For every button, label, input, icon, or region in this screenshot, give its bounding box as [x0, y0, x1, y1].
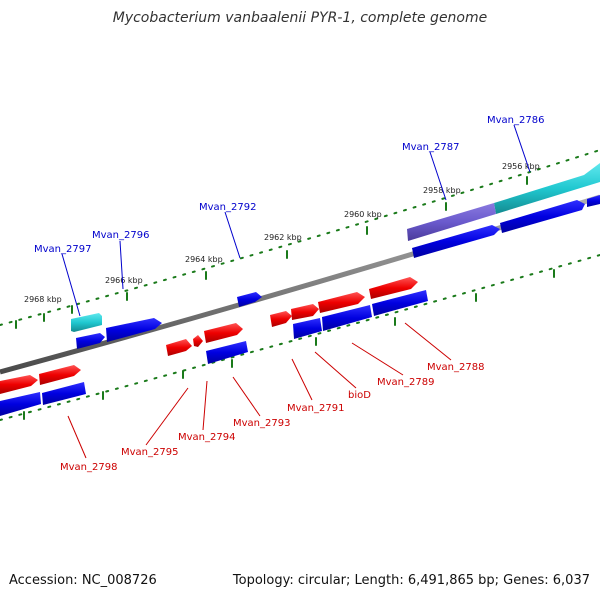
reverse-gene[interactable]: [412, 225, 500, 258]
leader-line: [224, 211, 241, 259]
reverse-gene[interactable]: [106, 318, 162, 342]
outer-scale-ring: [0, 149, 600, 329]
reverse-gene[interactable]: [237, 292, 262, 307]
gene-label[interactable]: Mvan_2787: [402, 142, 459, 153]
gene-label[interactable]: Mvan_2795: [121, 447, 178, 458]
inner-gene[interactable]: [372, 290, 428, 316]
gene-label[interactable]: Mvan_2789: [377, 377, 434, 388]
leader-line: [314, 351, 357, 389]
scale-label: 2956 kbp: [502, 162, 540, 171]
forward-gene[interactable]: [270, 311, 292, 327]
forward-gene[interactable]: [193, 335, 203, 347]
forward-gene[interactable]: [318, 292, 365, 313]
gene-Mvan_2797[interactable]: [71, 313, 102, 332]
gene-label[interactable]: Mvan_2798: [60, 462, 117, 473]
forward-gene[interactable]: [369, 277, 418, 299]
scale-label: 2968 kbp: [24, 295, 62, 304]
scale-label: 2964 kbp: [185, 255, 223, 264]
gene-label[interactable]: Mvan_2793: [233, 418, 290, 429]
gene-label[interactable]: Mvan_2786: [487, 115, 544, 126]
forward-gene[interactable]: [39, 365, 81, 385]
scale-label: 2966 kbp: [105, 276, 143, 285]
gene-label[interactable]: Mvan_2792: [199, 202, 256, 213]
inner-gene[interactable]: [42, 382, 86, 405]
forward-gene[interactable]: [0, 375, 38, 394]
forward-gene[interactable]: [291, 304, 319, 320]
inner-blue-gene-track: [0, 290, 428, 416]
inner-gene[interactable]: [206, 341, 248, 364]
leader-line: [291, 358, 313, 401]
inner-scale-dots: [0, 254, 600, 421]
gene-label[interactable]: Mvan_2794: [178, 432, 235, 443]
forward-gene[interactable]: [204, 323, 243, 343]
leader-line: [119, 240, 124, 290]
reverse-gene[interactable]: [587, 195, 600, 207]
gene-label[interactable]: Mvan_2788: [427, 362, 484, 373]
scale-label: 2962 kbp: [264, 233, 302, 242]
scale-labels: 2956 kbp 2958 kbp 2960 kbp 2962 kbp 2964…: [24, 162, 540, 304]
inner-scale-ring: [0, 254, 600, 421]
bottom-gene-labels: Mvan_2788 Mvan_2789 bioD Mvan_2791 Mvan_…: [60, 362, 484, 473]
outer-scale-dots: [0, 149, 600, 326]
forward-gene[interactable]: [166, 339, 192, 356]
leader-line: [67, 415, 87, 459]
gene-Mvan_2786[interactable]: [494, 163, 600, 214]
top-leader-lines: [61, 124, 531, 317]
leader-line: [202, 380, 208, 431]
gene-label[interactable]: Mvan_2791: [287, 403, 344, 414]
leader-line: [351, 342, 404, 376]
gene-label[interactable]: Mvan_2797: [34, 244, 91, 255]
leader-line: [404, 322, 452, 361]
scale-label: 2960 kbp: [344, 210, 382, 219]
map-title: Mycobacterium vanbaalenii PYR-1, complet…: [112, 10, 488, 26]
scale-label: 2958 kbp: [423, 186, 461, 195]
bottom-leader-lines: [67, 322, 452, 459]
genome-summary-text: Topology: circular; Length: 6,491,865 bp…: [232, 573, 590, 588]
forward-gene-track: [0, 277, 418, 394]
leader-line: [61, 253, 81, 317]
inner-gene[interactable]: [322, 305, 372, 331]
accession-text: Accession: NC_008726: [9, 573, 157, 588]
leader-line: [429, 151, 447, 201]
reverse-gene[interactable]: [500, 200, 585, 233]
leader-line: [145, 387, 189, 446]
inner-gene[interactable]: [293, 318, 322, 339]
gene-Mvan_2787[interactable]: [407, 203, 496, 241]
gene-label[interactable]: Mvan_2796: [92, 230, 149, 241]
reverse-gene[interactable]: [76, 333, 105, 349]
leader-line: [513, 124, 531, 173]
leader-line: [232, 376, 261, 417]
outer-gene-track: [71, 163, 600, 332]
gene-label[interactable]: bioD: [348, 390, 371, 401]
inner-gene[interactable]: [0, 392, 41, 416]
reverse-gene-track: [76, 195, 600, 349]
top-gene-labels: Mvan_2786 Mvan_2787 Mvan_2792 Mvan_2796 …: [34, 115, 544, 255]
